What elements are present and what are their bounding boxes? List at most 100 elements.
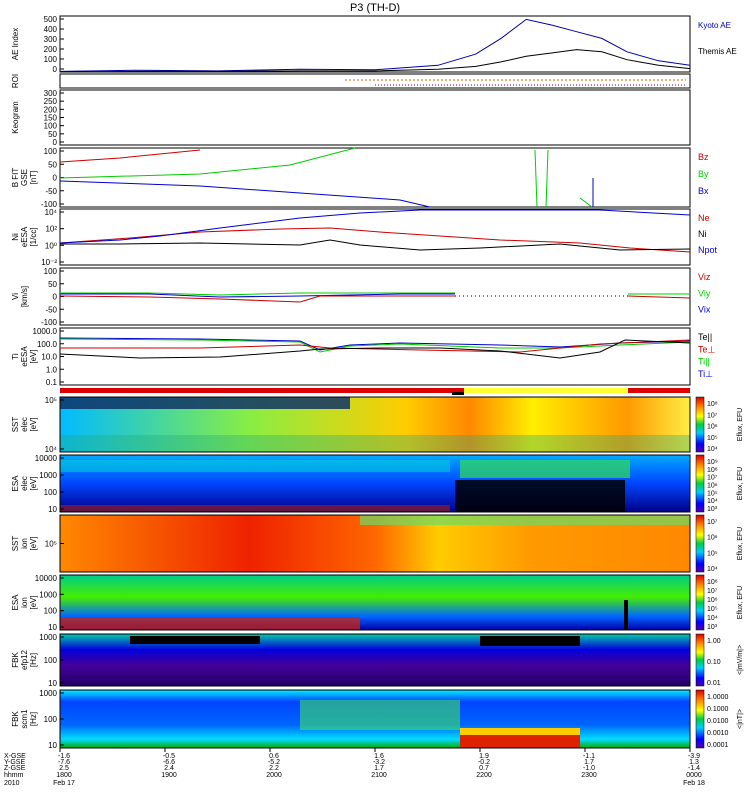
iesa-ytick: 100 bbox=[44, 607, 58, 616]
esst-frame bbox=[59, 396, 691, 453]
iesa-cbar-tick: 10⁴ bbox=[707, 615, 718, 622]
ni-ytick: 10⁴ bbox=[45, 208, 58, 217]
iesa-low-red bbox=[60, 618, 360, 630]
ni-legend-0: Ne bbox=[698, 213, 710, 223]
eesa-colorbar bbox=[695, 454, 705, 513]
vi-ytick: 50 bbox=[48, 280, 57, 289]
xaxis-tick-3-0: 1.6 bbox=[374, 753, 384, 760]
ti-ylabel-1: eESA bbox=[20, 346, 29, 367]
xaxis-tick-3-2: 1.7 bbox=[374, 765, 384, 772]
eesa-cbar-tick: 10⁷ bbox=[707, 475, 718, 482]
iesa-cbar-label: Eflux, EFU bbox=[737, 586, 744, 619]
ti-legend-0: Te|| bbox=[698, 332, 712, 342]
vi-legend-0: Viz bbox=[698, 272, 711, 282]
iesa-cbar-tick: 10⁸ bbox=[707, 579, 718, 586]
isst-cbar-tick: 10⁶ bbox=[707, 535, 718, 542]
iesa-colorbar bbox=[695, 574, 705, 631]
ti-legend-2: Ti|| bbox=[698, 357, 710, 367]
eesa-cbar-tick: 10³ bbox=[707, 506, 718, 513]
ti-legend-3: Ti⊥ bbox=[698, 369, 713, 379]
eesa-ytick: 1000 bbox=[39, 471, 57, 480]
roi-ylabel-0: ROI bbox=[11, 74, 20, 88]
keogram-ytick: 150 bbox=[44, 114, 58, 123]
iesa-cbar-tick: 10⁵ bbox=[707, 606, 718, 613]
fbk2-cbar-label: <|nT|> bbox=[737, 709, 744, 729]
fbk1-cbar-tick: 0.10 bbox=[707, 659, 721, 666]
mode-bar-red-2 bbox=[628, 388, 690, 393]
xaxis-tick-4-1: -0.2 bbox=[478, 759, 490, 766]
fbk2-cbar-tick: 0.0001 bbox=[707, 742, 729, 749]
ae-series-0 bbox=[59, 18, 691, 72]
ti-teperp-line bbox=[60, 339, 691, 353]
ni-ytick: 10⁻² bbox=[41, 258, 57, 267]
ae-series-label-0: Kyoto AE bbox=[698, 21, 731, 30]
isst-top-green bbox=[360, 515, 690, 525]
vi-ylabel-1: [km/s] bbox=[20, 286, 29, 307]
ni-ylabel-1: eESA bbox=[20, 226, 29, 247]
ni-npot-line bbox=[59, 209, 691, 244]
eesa-ytick: 10000 bbox=[35, 454, 58, 463]
iesa-ytick: 10 bbox=[48, 623, 57, 632]
vi-ytick: 100 bbox=[44, 267, 58, 276]
ni-frame bbox=[59, 208, 691, 266]
eesa-noise-black bbox=[455, 480, 625, 512]
iesa-ylabel-0: ESA bbox=[11, 594, 20, 611]
ti-ytick: 1000.0 bbox=[33, 327, 58, 336]
fbk2-colorbar bbox=[695, 689, 705, 749]
fbk1-burst-black-2 bbox=[480, 636, 580, 646]
esst-ylabel-1: elec bbox=[20, 417, 29, 432]
fbk2-burst-green bbox=[300, 700, 460, 730]
esst-cbar-tick: 10⁸ bbox=[707, 401, 718, 408]
ti-ytick: 100.0 bbox=[37, 340, 58, 349]
iesa-ytick: 10000 bbox=[35, 574, 58, 583]
xaxis-tick-6-4: Feb 18 bbox=[683, 780, 705, 787]
xaxis-tick-2-2: 2.2 bbox=[269, 765, 279, 772]
isst-cbar-tick: 10⁵ bbox=[707, 550, 718, 557]
bfit-ytick: -100 bbox=[41, 200, 58, 209]
ni-ylabel-2: [1/cc] bbox=[29, 227, 38, 246]
bfit-ytick: 100 bbox=[44, 147, 58, 156]
xaxis-tick-0-1: -7.6 bbox=[58, 759, 70, 766]
eesa-cbar-tick: 10⁹ bbox=[707, 459, 718, 466]
ti-frame bbox=[59, 327, 691, 386]
bfit-ylabel-1: GSE bbox=[20, 169, 29, 186]
esst-ylabel-2: [eV] bbox=[29, 417, 38, 431]
bfit-legend-0: Bz bbox=[698, 152, 709, 162]
keogram-ytick: 100 bbox=[44, 122, 58, 131]
ae-series-label-1: Themis AE bbox=[698, 47, 737, 56]
time-axis: X-GSEY-GSEZ-GSEhhmm2010-1.6-7.62.51800Fe… bbox=[4, 748, 705, 787]
bfit-ylabel-0: B FIT bbox=[11, 168, 20, 188]
vi-vix-line bbox=[60, 293, 455, 298]
isst-cbar-tick: 10⁷ bbox=[707, 519, 718, 526]
keogram-ytick: 50 bbox=[48, 130, 57, 139]
xaxis-tick-4-0: 1.9 bbox=[479, 753, 489, 760]
vi-ytick: -100 bbox=[41, 318, 58, 327]
xaxis-tick-1-1: -6.6 bbox=[163, 759, 175, 766]
esst-cbar-tick: 10⁶ bbox=[707, 424, 718, 431]
xaxis-tick-5-2: -1.0 bbox=[583, 765, 595, 772]
ti-ytick: 10.0 bbox=[41, 353, 57, 362]
eesa-cbar-tick: 10⁶ bbox=[707, 483, 718, 490]
isst-ytick: 10⁵ bbox=[45, 540, 57, 549]
esst-top-dropout bbox=[60, 397, 350, 409]
iesa-cbar-tick: 10⁶ bbox=[707, 597, 718, 604]
esst-cbar-tick: 10⁷ bbox=[707, 412, 718, 419]
xaxis-tick-6-3: 0000 bbox=[686, 772, 702, 779]
xaxis-tick-3-1: -3.2 bbox=[373, 759, 385, 766]
xaxis-tick-2-0: 0.6 bbox=[269, 753, 279, 760]
fbk2-cbar-tick: 0.1000 bbox=[707, 706, 729, 713]
bfit-ylabel-2: [nT] bbox=[29, 171, 38, 185]
isst-ylabel-1: ion bbox=[20, 538, 29, 549]
xaxis-tick-2-1: -5.2 bbox=[268, 759, 280, 766]
fbk2-cbar-tick: 0.0010 bbox=[707, 730, 729, 737]
xaxis-row-label-1: Y-GSE bbox=[4, 759, 25, 766]
xaxis-tick-6-2: -1.4 bbox=[688, 765, 700, 772]
ae-series-1 bbox=[59, 49, 691, 73]
fbk2-low-yellow bbox=[460, 728, 580, 735]
xaxis-tick-2-3: 2000 bbox=[266, 772, 282, 779]
ni-ytick: 10² bbox=[45, 225, 57, 234]
xaxis-tick-0-2: 2.5 bbox=[59, 765, 69, 772]
isst-ylabel-0: SST bbox=[11, 536, 20, 552]
xaxis-row-label-4: 2010 bbox=[4, 780, 20, 787]
